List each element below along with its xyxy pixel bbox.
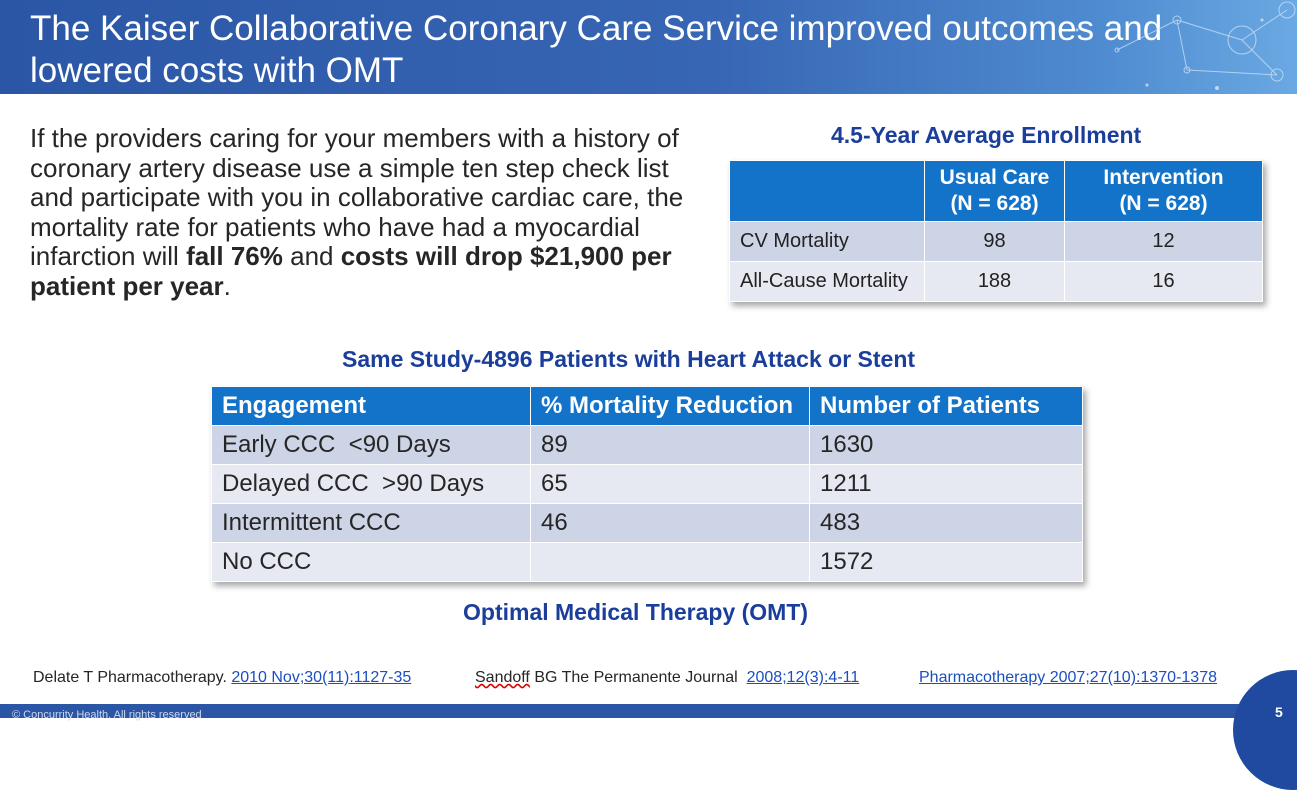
table-row: All-Cause Mortality 188 16 [729,261,1263,302]
table-row: Delayed CCC >90 Days 65 1211 [211,464,1083,504]
reference-2: Sandoff BG The Permanente Journal 2008;1… [475,669,859,687]
page-number: 5 [1275,704,1283,720]
row-label: All-Cause Mortality [729,261,925,302]
row-label: CV Mortality [729,221,925,262]
enrollment-header-blank [729,160,925,222]
intro-bold-1: fall 76% [186,241,283,271]
engagement-cell: No CCC [211,542,531,582]
intro-text-3: . [223,270,231,301]
reference-1-text: Delate T Pharmacotherapy. [33,669,232,686]
reduction-cell: 89 [530,425,810,465]
patients-cell: 1211 [809,464,1083,504]
study-table-title: Same Study-4896 Patients with Heart Atta… [342,346,916,372]
reference-2-link[interactable]: 2008;12(3):4-11 [746,669,860,686]
reference-3-link[interactable]: Pharmacotherapy 2007;27(10):1370-1378 [919,669,1217,686]
copyright: © Concurrity Health. All rights reserved [12,709,202,721]
network-decoration-icon [1075,1,1296,90]
reference-2-text: BG The Permanente Journal [529,669,747,686]
header-mortality-reduction: % Mortality Reduction [530,386,810,426]
reference-3: Pharmacotherapy 2007;27(10):1370-1378 [919,669,1217,687]
reference-1-link[interactable]: 2010 Nov;30(11):1127-35 [231,669,412,686]
enrollment-header-row: Usual Care (N = 628) Intervention (N = 6… [729,160,1263,222]
engagement-cell: Intermittent CCC [211,503,531,543]
corner-circle-decoration [1233,670,1297,790]
usual-care-label: Usual Care [939,166,1050,189]
patients-cell: 1630 [809,425,1083,465]
intro-bold-2: costs will drop $21,900 per patient per … [30,241,672,301]
usual-care-n: (N = 628) [950,192,1039,215]
intervention-value: 16 [1064,261,1263,302]
title-banner: The Kaiser Collaborative Coronary Care S… [0,0,1297,94]
study-table: Engagement % Mortality Reduction Number … [211,386,1083,582]
enrollment-header-intervention: Intervention (N = 628) [1064,160,1263,222]
intervention-n: (N = 628) [1119,192,1208,215]
patients-cell: 1572 [809,542,1083,582]
enrollment-table-title: 4.5-Year Average Enrollment [831,122,1142,148]
table-row: Early CCC <90 Days 89 1630 [211,425,1083,465]
reduction-cell: 65 [530,464,810,504]
reduction-cell: 46 [530,503,810,543]
study-header-row: Engagement % Mortality Reduction Number … [211,386,1083,426]
slide-title: The Kaiser Collaborative Coronary Care S… [30,9,1163,90]
intervention-label: Intervention [1103,166,1224,189]
header-engagement: Engagement [211,386,531,426]
table-row: CV Mortality 98 12 [729,221,1263,262]
engagement-cell: Early CCC <90 Days [211,425,531,465]
reference-2-author: Sandoff [475,669,530,686]
intro-paragraph: If the providers caring for your members… [30,123,710,301]
engagement-cell: Delayed CCC >90 Days [211,464,531,504]
reference-1: Delate T Pharmacotherapy. 2010 Nov;30(11… [33,669,411,687]
intro-text-2: and [282,241,341,271]
omt-caption: Optimal Medical Therapy (OMT) [463,599,809,625]
bottom-bar [0,704,1297,718]
reduction-cell [530,542,810,582]
usual-value: 98 [924,221,1065,262]
enrollment-table: Usual Care (N = 628) Intervention (N = 6… [729,160,1263,302]
table-row: Intermittent CCC 46 483 [211,503,1083,543]
usual-value: 188 [924,261,1065,302]
intervention-value: 12 [1064,221,1263,262]
patients-cell: 483 [809,503,1083,543]
intro-text-1: If the providers caring for your members… [30,123,684,271]
table-row: No CCC 1572 [211,542,1083,582]
header-number-of-patients: Number of Patients [809,386,1083,426]
enrollment-header-usual: Usual Care (N = 628) [924,160,1065,222]
